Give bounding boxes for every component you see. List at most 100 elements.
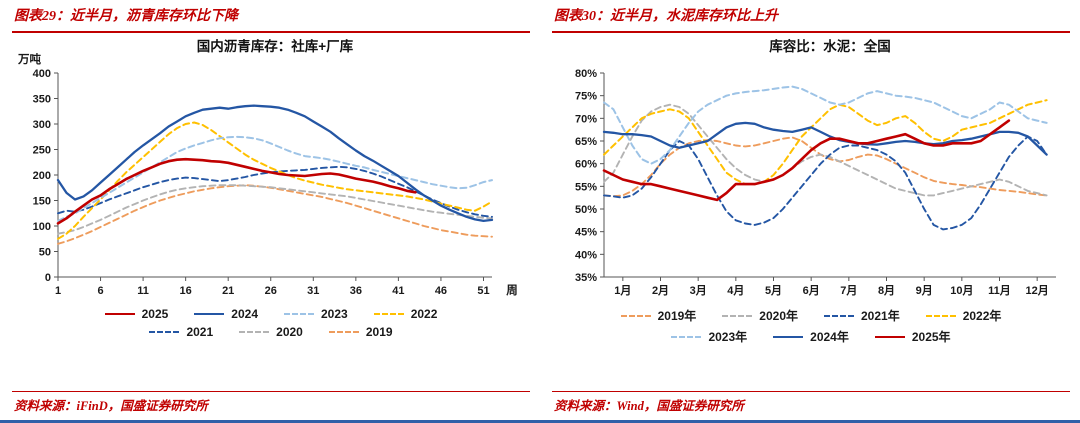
svg-text:国内沥青库存：社库+厂库: 国内沥青库存：社库+厂库 bbox=[197, 38, 354, 54]
figure-30-panel: 图表30：近半月，水泥库存环比上升 35% 40% 45% 50% 55% 60% 65% 7… bbox=[540, 0, 1080, 420]
red-divider-bottom-right bbox=[552, 391, 1070, 392]
svg-text:周: 周 bbox=[506, 283, 518, 297]
legend-label: 2022年 bbox=[962, 309, 1002, 323]
cement-storage-ratio-line-chart: 35% 40% 45% 50% 55% 60% 65% 70% 75% 80% 1月 2月 3月 4月 5月… bbox=[575, 38, 1056, 297]
legend-line-sample bbox=[284, 313, 314, 315]
series-line-2022 bbox=[603, 99, 1048, 186]
legend-label: 2021年 bbox=[861, 309, 900, 323]
svg-text:70%: 70% bbox=[575, 113, 597, 125]
svg-text:10月: 10月 bbox=[950, 284, 973, 297]
svg-text:5月: 5月 bbox=[765, 284, 782, 297]
legend-label: 2020 bbox=[276, 325, 303, 339]
legend-item-2023: 2023年 bbox=[671, 328, 747, 345]
svg-text:31: 31 bbox=[307, 285, 319, 297]
red-divider-top-right bbox=[552, 31, 1070, 33]
svg-text:1月: 1月 bbox=[614, 284, 631, 297]
svg-text:41: 41 bbox=[392, 285, 404, 297]
svg-text:200: 200 bbox=[33, 170, 51, 182]
legend-line-sample bbox=[328, 331, 359, 333]
legend-label: 2022 bbox=[410, 307, 438, 321]
legend-line-sample bbox=[824, 314, 854, 317]
legend-label: 2019年 bbox=[657, 309, 697, 323]
figure-30-caption: 图表30：近半月，水泥库存环比上升 bbox=[554, 9, 778, 24]
svg-text:46: 46 bbox=[435, 285, 447, 297]
legend-label: 2021 bbox=[186, 325, 214, 339]
legend-label: 2025 bbox=[141, 307, 169, 321]
legend-label: 2024 bbox=[231, 307, 258, 321]
legend-line-sample bbox=[874, 335, 905, 338]
series-line-2020 bbox=[603, 103, 1048, 197]
svg-text:8月: 8月 bbox=[878, 284, 895, 297]
legend-item-2022: 2022年 bbox=[925, 307, 1002, 324]
svg-text:6: 6 bbox=[97, 285, 103, 297]
legend-line-sample bbox=[773, 335, 804, 338]
legend-label: 2019 bbox=[365, 325, 393, 339]
svg-text:11: 11 bbox=[137, 285, 149, 297]
svg-text:100: 100 bbox=[33, 221, 51, 233]
legend-line-sample bbox=[925, 314, 956, 317]
legend-line-sample bbox=[239, 331, 270, 333]
legend-item-2019: 2019 bbox=[328, 325, 393, 339]
svg-text:350: 350 bbox=[33, 94, 51, 106]
series-line-2023 bbox=[57, 135, 493, 222]
legend-line-sample bbox=[620, 314, 651, 317]
svg-text:40%: 40% bbox=[575, 249, 597, 261]
series-line-2021 bbox=[603, 135, 1048, 231]
legend-line-sample bbox=[722, 314, 753, 317]
asphalt-chart-legend: 2025 2024 2023 2022 2021 2020 2019 bbox=[12, 303, 530, 339]
legend-label: 2020年 bbox=[759, 309, 798, 323]
legend-item-2024: 2024 bbox=[194, 307, 258, 321]
svg-text:库容比：水泥：全国: 库容比：水泥：全国 bbox=[769, 38, 891, 54]
legend-line-sample bbox=[104, 313, 135, 315]
svg-text:55%: 55% bbox=[575, 181, 597, 193]
figure-30-source: 资料来源：Wind，国盛证券研究所 bbox=[554, 399, 744, 413]
svg-text:9月: 9月 bbox=[916, 284, 933, 297]
legend-item-2023: 2023 bbox=[284, 307, 348, 321]
legend-row: 2021 2020 2019 bbox=[149, 325, 393, 339]
legend-item-2024: 2024年 bbox=[773, 328, 849, 345]
red-divider-top-left bbox=[12, 31, 530, 33]
series-line-2025 bbox=[602, 119, 1011, 202]
svg-text:300: 300 bbox=[33, 119, 51, 131]
cement-chart-legend: 2019年 2020年 2021年 2022年 2023年 2024年 2025年 bbox=[552, 303, 1070, 345]
legend-item-2019: 2019年 bbox=[620, 307, 697, 324]
legend-label: 2023年 bbox=[708, 330, 748, 344]
svg-text:21: 21 bbox=[222, 285, 234, 297]
svg-text:35%: 35% bbox=[575, 272, 597, 284]
svg-text:400: 400 bbox=[33, 68, 51, 80]
svg-text:12月: 12月 bbox=[1026, 284, 1049, 297]
svg-text:75%: 75% bbox=[575, 91, 597, 103]
svg-text:3月: 3月 bbox=[690, 284, 707, 297]
svg-text:51: 51 bbox=[477, 285, 489, 297]
svg-text:36: 36 bbox=[350, 285, 362, 297]
figure-29-panel: 图表29：近半月，沥青库存环比下降 0 50 100 150 200 250 300 350 4… bbox=[0, 0, 540, 420]
svg-text:11月: 11月 bbox=[988, 284, 1011, 297]
legend-item-2021: 2021年 bbox=[824, 307, 900, 324]
svg-text:1: 1 bbox=[55, 285, 61, 297]
series-line-2025 bbox=[56, 157, 417, 225]
svg-text:2月: 2月 bbox=[652, 284, 669, 297]
legend-row: 2025 2024 2023 2022 bbox=[104, 307, 438, 321]
legend-item-2021: 2021 bbox=[149, 325, 213, 339]
svg-text:65%: 65% bbox=[575, 136, 597, 148]
series-line-2024 bbox=[602, 121, 1048, 156]
svg-text:16: 16 bbox=[180, 285, 192, 297]
legend-line-sample bbox=[671, 335, 702, 338]
legend-item-2020: 2020年 bbox=[722, 307, 798, 324]
legend-line-sample bbox=[149, 331, 180, 333]
series-line-2022 bbox=[57, 121, 493, 240]
svg-text:万吨: 万吨 bbox=[17, 52, 41, 66]
legend-row: 2023年 2024年 2025年 bbox=[671, 328, 951, 345]
series-line-2023 bbox=[603, 85, 1048, 165]
cement-chart-block: 35% 40% 45% 50% 55% 60% 65% 70% 75% 80% 1月 2月 3月 4月 5月… bbox=[552, 35, 1070, 345]
svg-text:50: 50 bbox=[39, 247, 51, 259]
legend-label: 2025年 bbox=[911, 330, 951, 344]
red-divider-bottom-left bbox=[12, 391, 530, 392]
svg-text:80%: 80% bbox=[575, 68, 597, 80]
svg-text:0: 0 bbox=[45, 272, 51, 284]
svg-text:50%: 50% bbox=[575, 204, 597, 216]
svg-text:7月: 7月 bbox=[840, 284, 857, 297]
legend-row: 2019年 2020年 2021年 2022年 bbox=[620, 307, 1002, 324]
